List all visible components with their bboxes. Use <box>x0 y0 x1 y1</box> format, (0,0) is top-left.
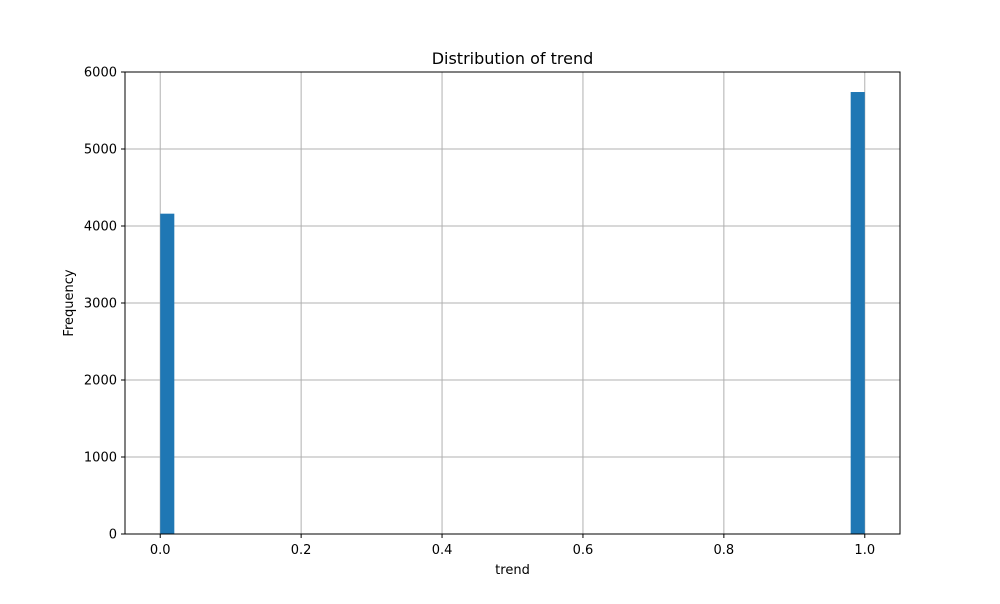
y-tick-label: 0 <box>109 528 117 543</box>
x-tick-label: 0.6 <box>573 543 594 558</box>
y-axis-label: Frequency <box>62 269 77 336</box>
x-tick-label: 0.2 <box>291 543 312 558</box>
x-tick-label: 0.0 <box>150 543 171 558</box>
y-tick-label: 4000 <box>84 220 117 235</box>
y-tick-label: 5000 <box>84 143 117 158</box>
y-tick-label: 3000 <box>84 297 117 312</box>
y-tick-label: 1000 <box>84 451 117 466</box>
bars <box>160 92 865 535</box>
x-axis-label: trend <box>495 563 530 578</box>
x-tick-label: 0.8 <box>714 543 735 558</box>
x-axis-ticks: 0.0 0.2 0.4 0.6 0.8 1.0 <box>150 534 875 558</box>
histogram-bar <box>160 213 175 534</box>
chart-title: Distribution of trend <box>432 49 594 68</box>
y-axis-ticks: 0 1000 2000 3000 4000 5000 6000 <box>84 66 125 543</box>
y-tick-label: 6000 <box>84 66 117 81</box>
histogram-bar <box>850 92 865 535</box>
y-tick-label: 2000 <box>84 374 117 389</box>
x-tick-label: 1.0 <box>854 543 875 558</box>
x-tick-label: 0.4 <box>432 543 453 558</box>
